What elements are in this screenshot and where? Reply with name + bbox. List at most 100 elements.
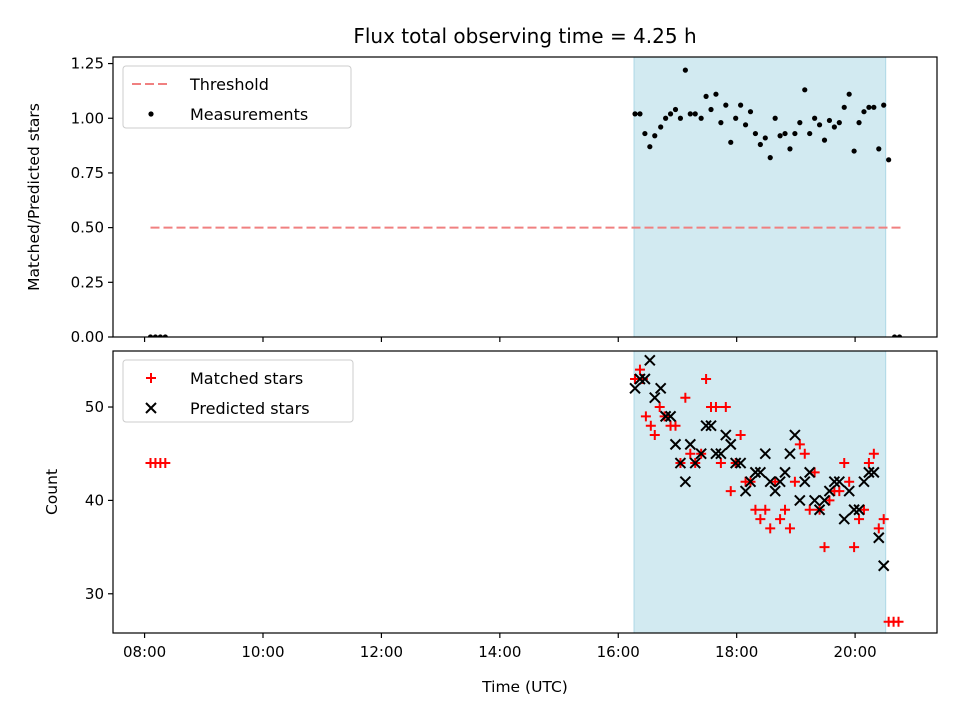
matched-star-point bbox=[819, 542, 830, 553]
measurements-point bbox=[846, 91, 852, 97]
predicted-star-point bbox=[808, 494, 821, 507]
legend-label: Threshold bbox=[189, 75, 269, 94]
x-tick-label: 14:00 bbox=[478, 643, 521, 661]
matched-star-point bbox=[760, 504, 771, 515]
measurements-point bbox=[157, 334, 163, 337]
measurements-point bbox=[767, 155, 773, 161]
measurements-point bbox=[821, 137, 828, 143]
predicted-star-point bbox=[863, 466, 875, 479]
measurements-point bbox=[632, 111, 638, 117]
predicted-star-point bbox=[848, 504, 860, 516]
matched-star-point bbox=[770, 476, 781, 487]
matched-star-point bbox=[868, 448, 879, 459]
predicted-star-point bbox=[799, 476, 811, 488]
predicted-star-point bbox=[779, 466, 791, 479]
y-tick-label: 30 bbox=[85, 585, 104, 603]
measurements-point bbox=[772, 115, 778, 121]
matched-star-point bbox=[834, 486, 845, 497]
measurements-point bbox=[816, 122, 823, 128]
matched-star-point bbox=[735, 430, 746, 441]
measurements-point bbox=[752, 130, 759, 137]
measurements-point bbox=[658, 124, 664, 130]
measurements-point bbox=[851, 148, 857, 154]
measurements-point bbox=[687, 111, 693, 117]
measurements-point bbox=[703, 93, 709, 99]
measurements-point bbox=[728, 139, 734, 145]
y-tick-label: 50 bbox=[85, 398, 104, 416]
matched-star-point bbox=[634, 364, 645, 375]
x-tick-label: 20:00 bbox=[833, 643, 876, 661]
predicted-star-point bbox=[754, 466, 767, 479]
predicted-star-point bbox=[649, 391, 661, 404]
measurements-point bbox=[642, 130, 648, 137]
predicted-star-point bbox=[720, 429, 732, 441]
measurements-point bbox=[663, 115, 669, 121]
matched-star-point bbox=[799, 448, 810, 459]
matched-star-point bbox=[654, 402, 665, 413]
predicted-star-point bbox=[769, 485, 781, 497]
measurements-point bbox=[797, 120, 803, 126]
predicted-star-point bbox=[744, 476, 757, 488]
matched-star-point bbox=[804, 504, 815, 515]
matched-star-point bbox=[720, 402, 731, 413]
measurements-point bbox=[802, 87, 808, 93]
measurements-point bbox=[647, 144, 653, 150]
measurements-point bbox=[782, 130, 788, 137]
matched-star-point bbox=[849, 542, 860, 553]
axes-frame bbox=[112, 350, 938, 634]
count-panel: 30 40 50 08:00 10:00 12:00 14:00 16:00 18:00 20:0… bbox=[43, 350, 938, 661]
measurements-point bbox=[881, 102, 887, 108]
matched-star-point bbox=[725, 486, 736, 497]
measurements-point bbox=[871, 104, 877, 110]
measurements-point bbox=[792, 130, 798, 137]
matched-star-point bbox=[640, 411, 651, 422]
measurements-point bbox=[738, 102, 744, 108]
legend: Threshold Measurements bbox=[122, 65, 352, 129]
predicted-star-point bbox=[803, 466, 816, 479]
predicted-star-point bbox=[833, 476, 846, 488]
measurements-point bbox=[677, 115, 684, 121]
predicted-star-point bbox=[725, 438, 737, 451]
measurements-point bbox=[826, 117, 833, 124]
matched-star-point bbox=[715, 458, 726, 469]
matched-star-point bbox=[780, 504, 791, 515]
matched-star-point bbox=[670, 420, 681, 431]
matched-star-point bbox=[878, 514, 889, 525]
legend-label: Matched stars bbox=[190, 369, 303, 388]
y-axis-label: Count bbox=[43, 469, 61, 515]
observing-span bbox=[633, 56, 887, 338]
predicted-star-point bbox=[729, 457, 742, 469]
x-tick-label: 10:00 bbox=[241, 643, 284, 661]
legend-box bbox=[122, 65, 352, 129]
matched-star-point bbox=[858, 504, 869, 515]
measurements-point bbox=[812, 115, 818, 121]
predicted-star-point bbox=[664, 410, 677, 423]
matched-star-point bbox=[839, 458, 850, 469]
matched-star-point bbox=[844, 476, 855, 487]
predicted-star-point bbox=[789, 429, 801, 441]
measurements-point bbox=[162, 334, 168, 337]
matched-star-point bbox=[685, 448, 696, 459]
measurements-point bbox=[757, 141, 763, 148]
x-tick-label: 12:00 bbox=[360, 643, 403, 661]
y-tick-label: 0.00 bbox=[71, 328, 104, 346]
predicted-star-point bbox=[639, 373, 651, 385]
matched-star-point bbox=[649, 430, 660, 441]
measurements-point bbox=[672, 106, 679, 113]
measurements-point bbox=[831, 124, 837, 130]
matched-star-point bbox=[809, 467, 820, 478]
predicted-star-point bbox=[634, 373, 646, 385]
matched-star-point bbox=[863, 458, 874, 469]
chart-title: Flux total observing time = 4.25 h bbox=[353, 24, 696, 48]
matched-star-point bbox=[854, 514, 865, 525]
predicted-star-point bbox=[749, 466, 762, 479]
matched-star-point bbox=[710, 402, 721, 413]
measurements-point bbox=[777, 133, 783, 139]
predicted-star-point bbox=[853, 504, 865, 516]
predicted-star-point bbox=[784, 448, 796, 460]
matched-star-point bbox=[645, 420, 656, 431]
y-tick-label: 0.75 bbox=[71, 164, 104, 182]
x-axis-label: Time (UTC) bbox=[481, 678, 568, 696]
matched-star-point bbox=[873, 523, 884, 534]
